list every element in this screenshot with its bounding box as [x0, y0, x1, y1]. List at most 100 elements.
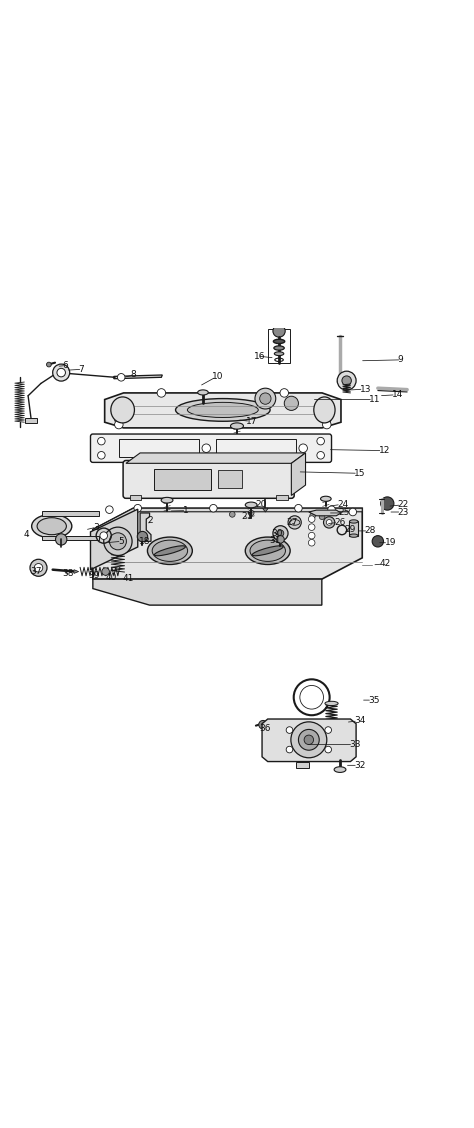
Text: 17: 17: [246, 416, 258, 425]
FancyBboxPatch shape: [91, 434, 331, 462]
Polygon shape: [292, 453, 306, 495]
Text: 34: 34: [354, 716, 365, 725]
Circle shape: [98, 438, 105, 444]
Text: 6: 6: [62, 361, 68, 370]
Circle shape: [322, 415, 331, 424]
Polygon shape: [113, 374, 162, 379]
Text: 8: 8: [131, 370, 137, 379]
Bar: [276, 494, 288, 500]
Circle shape: [304, 735, 314, 744]
Polygon shape: [126, 453, 306, 464]
Ellipse shape: [274, 346, 284, 350]
Circle shape: [102, 567, 109, 575]
Circle shape: [325, 726, 331, 733]
Polygon shape: [278, 540, 283, 544]
Circle shape: [310, 513, 316, 519]
Ellipse shape: [155, 546, 185, 556]
Circle shape: [46, 362, 51, 367]
Ellipse shape: [349, 520, 358, 523]
Ellipse shape: [320, 496, 331, 501]
Circle shape: [277, 536, 284, 544]
Text: 31: 31: [269, 536, 281, 545]
Circle shape: [273, 325, 285, 337]
Bar: [42, 536, 99, 540]
Text: 26: 26: [334, 518, 346, 527]
Text: 11: 11: [369, 395, 381, 404]
Circle shape: [157, 389, 165, 397]
Text: 19: 19: [384, 538, 396, 547]
Text: 10: 10: [212, 372, 224, 381]
Text: 29: 29: [345, 526, 356, 535]
Text: 3: 3: [93, 522, 99, 531]
Text: 30: 30: [271, 529, 283, 538]
Circle shape: [260, 393, 271, 404]
Polygon shape: [93, 509, 362, 534]
Text: 35: 35: [368, 696, 380, 705]
Ellipse shape: [175, 398, 270, 421]
Circle shape: [349, 509, 356, 515]
Circle shape: [309, 532, 315, 539]
Text: 13: 13: [360, 385, 371, 394]
Circle shape: [248, 510, 254, 515]
Circle shape: [317, 438, 324, 444]
Text: 27: 27: [286, 518, 298, 527]
Text: 33: 33: [349, 740, 361, 749]
Circle shape: [115, 415, 123, 424]
Text: 18: 18: [139, 537, 150, 546]
Polygon shape: [262, 719, 356, 761]
Circle shape: [34, 564, 43, 572]
Polygon shape: [263, 509, 268, 512]
Text: 1: 1: [182, 506, 188, 515]
Text: 40: 40: [106, 573, 117, 582]
Bar: [349, 521, 358, 536]
Ellipse shape: [147, 537, 192, 564]
Ellipse shape: [325, 722, 338, 726]
Ellipse shape: [245, 537, 290, 564]
Circle shape: [326, 520, 332, 526]
Circle shape: [210, 504, 217, 512]
Circle shape: [295, 504, 302, 512]
Text: 12: 12: [379, 446, 390, 455]
Bar: [268, 329, 291, 363]
Circle shape: [342, 376, 351, 386]
Ellipse shape: [198, 390, 208, 395]
Ellipse shape: [314, 397, 335, 423]
Circle shape: [288, 515, 301, 529]
Ellipse shape: [252, 546, 283, 556]
Bar: [130, 494, 141, 500]
Circle shape: [57, 369, 65, 377]
FancyBboxPatch shape: [123, 460, 294, 499]
Circle shape: [299, 444, 308, 452]
Circle shape: [53, 364, 70, 381]
Polygon shape: [140, 513, 151, 541]
Text: 41: 41: [123, 574, 134, 583]
Circle shape: [381, 497, 394, 510]
Polygon shape: [309, 510, 341, 515]
Circle shape: [104, 527, 132, 555]
Circle shape: [115, 421, 123, 429]
Circle shape: [337, 371, 356, 390]
Circle shape: [30, 559, 47, 576]
Ellipse shape: [152, 540, 188, 562]
Text: 37: 37: [30, 567, 42, 576]
Text: 21: 21: [242, 512, 253, 521]
Ellipse shape: [273, 340, 285, 344]
Text: 28: 28: [365, 527, 376, 536]
Text: 22: 22: [398, 501, 409, 510]
Text: 5: 5: [118, 537, 124, 546]
Text: 23: 23: [398, 508, 409, 517]
Text: 15: 15: [354, 469, 366, 478]
Circle shape: [323, 517, 335, 528]
Circle shape: [277, 530, 284, 537]
Ellipse shape: [349, 534, 358, 537]
Bar: [155, 469, 211, 490]
Text: 25: 25: [338, 509, 349, 518]
Bar: [296, 761, 310, 768]
Ellipse shape: [325, 702, 338, 705]
Circle shape: [118, 373, 125, 381]
Ellipse shape: [274, 352, 284, 355]
Ellipse shape: [37, 518, 66, 535]
Ellipse shape: [111, 397, 135, 423]
Bar: [25, 418, 37, 423]
Ellipse shape: [32, 514, 72, 538]
